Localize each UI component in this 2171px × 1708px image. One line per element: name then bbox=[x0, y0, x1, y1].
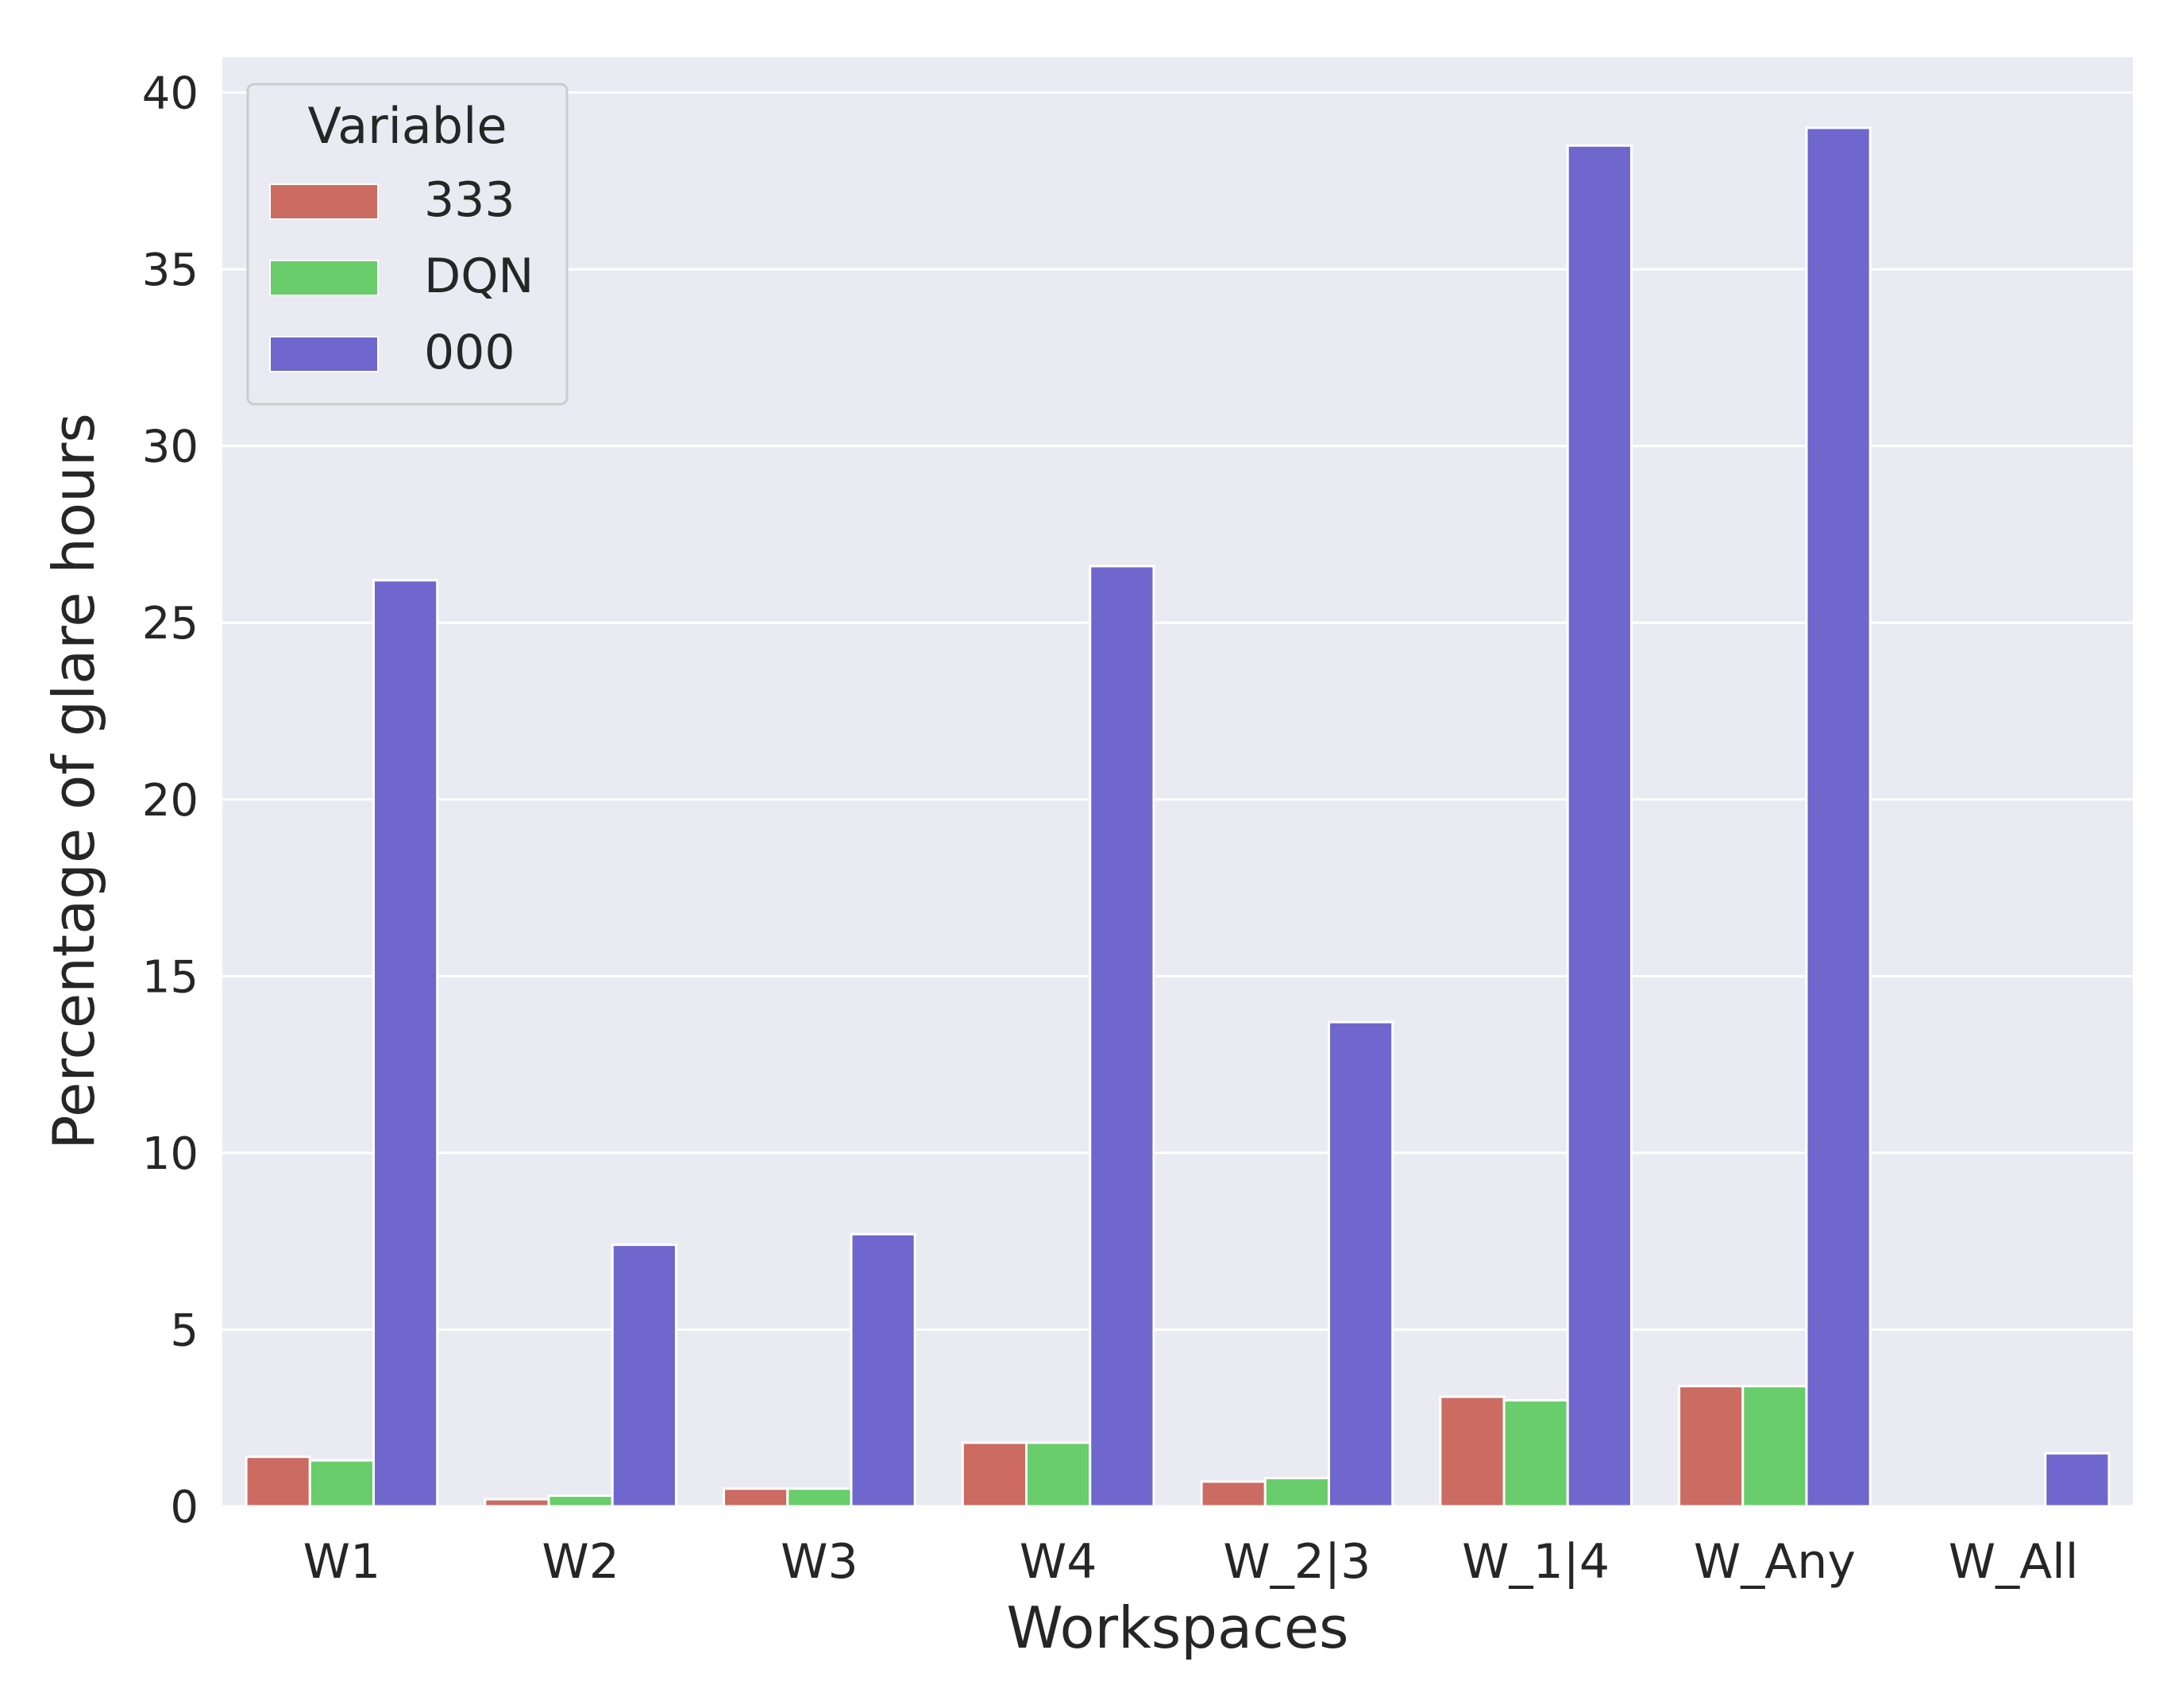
y-axis-label: Percentage of glare hours bbox=[40, 413, 107, 1150]
x-tick-label: W_Any bbox=[1694, 1534, 1856, 1590]
bar bbox=[611, 1243, 677, 1508]
bar bbox=[961, 1441, 1028, 1508]
bar bbox=[1025, 1441, 1092, 1508]
y-tick-label: 35 bbox=[142, 245, 199, 296]
legend-label: 333 bbox=[424, 172, 515, 228]
y-tick-label: 25 bbox=[142, 598, 199, 650]
bar bbox=[1327, 1020, 1394, 1508]
bar bbox=[484, 1498, 550, 1508]
y-tick-label: 5 bbox=[170, 1305, 199, 1356]
x-tick-labels: W1 W2 W3 W4 W_2|3 W_1|4 W_Any W_All bbox=[303, 1534, 2079, 1590]
legend-label: DQN bbox=[424, 249, 534, 304]
y-tick-label: 40 bbox=[142, 68, 199, 120]
bar bbox=[850, 1232, 916, 1508]
bar bbox=[1502, 1398, 1569, 1508]
x-axis-label: Workspaces bbox=[1006, 1594, 1348, 1661]
bar bbox=[786, 1487, 853, 1508]
y-tick-label: 20 bbox=[142, 775, 199, 827]
legend-title: Variable bbox=[307, 97, 507, 155]
legend-label: 000 bbox=[424, 325, 515, 380]
x-tick-label: W2 bbox=[542, 1534, 619, 1590]
bar bbox=[723, 1487, 789, 1508]
bar bbox=[372, 579, 439, 1508]
bar bbox=[1678, 1385, 1745, 1508]
legend-frame bbox=[246, 83, 569, 406]
bar bbox=[1566, 144, 1633, 1508]
bar bbox=[1200, 1480, 1267, 1508]
x-tick-label: W1 bbox=[303, 1534, 381, 1590]
bar bbox=[1263, 1476, 1330, 1508]
x-tick-label: W_2|3 bbox=[1223, 1534, 1371, 1590]
x-tick-label: W_1|4 bbox=[1462, 1534, 1610, 1590]
y-tick-label: 0 bbox=[170, 1482, 199, 1533]
bars bbox=[245, 126, 2111, 1508]
x-tick-label: W_All bbox=[1949, 1534, 2079, 1590]
y-tick-labels: 0 5 10 15 20 25 30 35 40 bbox=[142, 68, 199, 1533]
bar bbox=[1741, 1385, 1808, 1508]
legend: Variable 333 DQN 000 bbox=[246, 83, 569, 406]
bar bbox=[1439, 1395, 1506, 1508]
x-tick-label: W3 bbox=[781, 1534, 858, 1590]
legend-swatch bbox=[269, 260, 379, 296]
bar bbox=[308, 1459, 375, 1508]
y-tick-label: 30 bbox=[142, 422, 199, 473]
bar bbox=[245, 1455, 311, 1508]
y-tick-label: 10 bbox=[142, 1128, 199, 1180]
bar bbox=[2044, 1452, 2111, 1508]
legend-items: 333 DQN 000 bbox=[269, 172, 534, 380]
legend-swatch bbox=[269, 183, 379, 220]
bar bbox=[1089, 565, 1155, 1508]
bar bbox=[547, 1494, 614, 1508]
x-tick-label: W4 bbox=[1020, 1534, 1097, 1590]
legend-swatch bbox=[269, 336, 379, 372]
bar bbox=[1805, 126, 1872, 1508]
y-tick-label: 15 bbox=[142, 951, 199, 1003]
